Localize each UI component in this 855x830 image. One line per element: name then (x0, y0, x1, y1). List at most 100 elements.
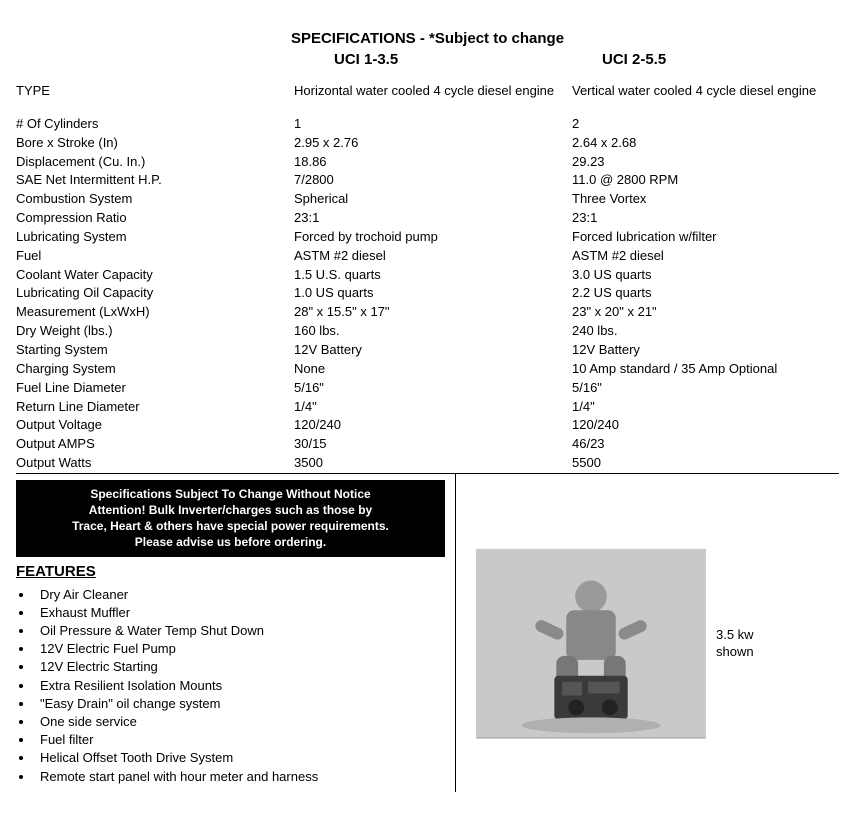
spec-row-type: TYPE Horizontal water cooled 4 cycle die… (16, 82, 839, 101)
lower-right-panel: 3.5 kw shown (456, 474, 839, 792)
feature-item: Dry Air Cleaner (34, 586, 445, 604)
spec-label: # Of Cylinders (16, 115, 294, 134)
spec-value-1: ASTM #2 diesel (294, 247, 572, 266)
spec-label: SAE Net Intermittent H.P. (16, 171, 294, 190)
spec-value-2: 46/23 (572, 435, 839, 454)
spec-value-2: 1/4" (572, 398, 839, 417)
spec-value-2: Three Vortex (572, 190, 839, 209)
spec-value-2: ASTM #2 diesel (572, 247, 839, 266)
spec-value-2: 2.2 US quarts (572, 284, 839, 303)
spec-value-2: 3.0 US quarts (572, 266, 839, 285)
spec-row: Displacement (Cu. In.)18.8629.23 (16, 153, 839, 172)
spec-value-1: 18.86 (294, 153, 572, 172)
spec-row: Combustion SystemSphericalThree Vortex (16, 190, 839, 209)
spec-row: # Of Cylinders12 (16, 115, 839, 134)
caption-line: 3.5 kw (716, 627, 754, 644)
spec-row: Starting System12V Battery12V Battery (16, 341, 839, 360)
spec-value-1: 12V Battery (294, 341, 572, 360)
spec-row: Compression Ratio23:123:1 (16, 209, 839, 228)
model-2-header: UCI 2-5.5 (572, 51, 666, 68)
spec-value-2: 5/16" (572, 379, 839, 398)
spec-row: Dry Weight (lbs.)160 lbs.240 lbs. (16, 322, 839, 341)
notice-line: Trace, Heart & others have special power… (26, 518, 435, 534)
spec-value-2: 120/240 (572, 416, 839, 435)
spec-label: Coolant Water Capacity (16, 266, 294, 285)
spec-value-1: 30/15 (294, 435, 572, 454)
spec-label: Charging System (16, 360, 294, 379)
feature-item: Oil Pressure & Water Temp Shut Down (34, 622, 445, 640)
feature-item: One side service (34, 713, 445, 731)
notice-line: Please advise us before ordering. (26, 534, 435, 550)
model-header-row: UCI 1-3.5 UCI 2-5.5 (16, 51, 839, 68)
page-title: SPECIFICATIONS - *Subject to change (16, 30, 839, 47)
features-heading: FEATURES (16, 563, 445, 580)
spec-value-1: 120/240 (294, 416, 572, 435)
spec-value-2: 29.23 (572, 153, 839, 172)
spec-value-2: 23:1 (572, 209, 839, 228)
feature-item: Fuel filter (34, 731, 445, 749)
notice-box: Specifications Subject To Change Without… (16, 480, 445, 557)
spec-value-1: 2.95 x 2.76 (294, 134, 572, 153)
spec-value-2: 2.64 x 2.68 (572, 134, 839, 153)
spec-label: Starting System (16, 341, 294, 360)
notice-line: Specifications Subject To Change Without… (26, 486, 435, 502)
photo-caption: 3.5 kw shown (716, 627, 754, 661)
spec-value-1: 160 lbs. (294, 322, 572, 341)
feature-item: Remote start panel with hour meter and h… (34, 768, 445, 786)
spec-label: Fuel Line Diameter (16, 379, 294, 398)
spec-row: FuelASTM #2 dieselASTM #2 diesel (16, 247, 839, 266)
spec-table: TYPE Horizontal water cooled 4 cycle die… (16, 82, 839, 473)
spec-value-1: 28" x 15.5" x 17" (294, 303, 572, 322)
spec-label: Lubricating Oil Capacity (16, 284, 294, 303)
spec-value-1: 7/2800 (294, 171, 572, 190)
lower-left-panel: Specifications Subject To Change Without… (16, 474, 456, 792)
spec-row: Lubricating SystemForced by trochoid pum… (16, 228, 839, 247)
spec-value-1: None (294, 360, 572, 379)
spec-row: Charging SystemNone10 Amp standard / 35 … (16, 360, 839, 379)
spec-label: Displacement (Cu. In.) (16, 153, 294, 172)
feature-item: "Easy Drain" oil change system (34, 695, 445, 713)
spec-value-1: 23:1 (294, 209, 572, 228)
spec-row: Bore x Stroke (In)2.95 x 2.762.64 x 2.68 (16, 134, 839, 153)
spec-value-2: 23" x 20" x 21" (572, 303, 839, 322)
spec-label: Output Voltage (16, 416, 294, 435)
caption-line: shown (716, 644, 754, 661)
feature-item: Extra Resilient Isolation Mounts (34, 677, 445, 695)
spec-value-2: 2 (572, 115, 839, 134)
spec-label: Return Line Diameter (16, 398, 294, 417)
spec-row: Output Watts35005500 (16, 454, 839, 473)
spec-value-2: 5500 (572, 454, 839, 473)
spec-row: Fuel Line Diameter5/16"5/16" (16, 379, 839, 398)
feature-item: Exhaust Muffler (34, 604, 445, 622)
spec-value-2: 240 lbs. (572, 322, 839, 341)
spec-label: Combustion System (16, 190, 294, 209)
spec-label: Lubricating System (16, 228, 294, 247)
spec-value-1: Horizontal water cooled 4 cycle diesel e… (294, 82, 572, 101)
spec-value-1: 3500 (294, 454, 572, 473)
spec-value-2: 11.0 @ 2800 RPM (572, 171, 839, 190)
spec-value-2: 12V Battery (572, 341, 839, 360)
spec-value-1: Spherical (294, 190, 572, 209)
spec-label: Dry Weight (lbs.) (16, 322, 294, 341)
spec-value-2: Forced lubrication w/filter (572, 228, 839, 247)
feature-item: Helical Offset Tooth Drive System (34, 749, 445, 767)
spec-value-1: 1/4" (294, 398, 572, 417)
feature-item: 12V Electric Fuel Pump (34, 640, 445, 658)
spec-value-1: 1.0 US quarts (294, 284, 572, 303)
spec-label: Fuel (16, 247, 294, 266)
spec-row: Measurement (LxWxH)28" x 15.5" x 17"23" … (16, 303, 839, 322)
product-photo (476, 549, 706, 739)
spec-label: Compression Ratio (16, 209, 294, 228)
feature-item: 12V Electric Starting (34, 658, 445, 676)
notice-line: Attention! Bulk Inverter/charges such as… (26, 502, 435, 518)
lower-section: Specifications Subject To Change Without… (16, 473, 839, 792)
spec-value-1: Forced by trochoid pump (294, 228, 572, 247)
spec-row: SAE Net Intermittent H.P.7/280011.0 @ 28… (16, 171, 839, 190)
spec-value-2: 10 Amp standard / 35 Amp Optional (572, 360, 839, 379)
spec-value-1: 1 (294, 115, 572, 134)
spec-row: Output AMPS30/1546/23 (16, 435, 839, 454)
features-list: Dry Air CleanerExhaust MufflerOil Pressu… (16, 586, 445, 786)
spec-row: Lubricating Oil Capacity1.0 US quarts2.2… (16, 284, 839, 303)
spec-label: TYPE (16, 82, 294, 101)
spec-label: Bore x Stroke (In) (16, 134, 294, 153)
